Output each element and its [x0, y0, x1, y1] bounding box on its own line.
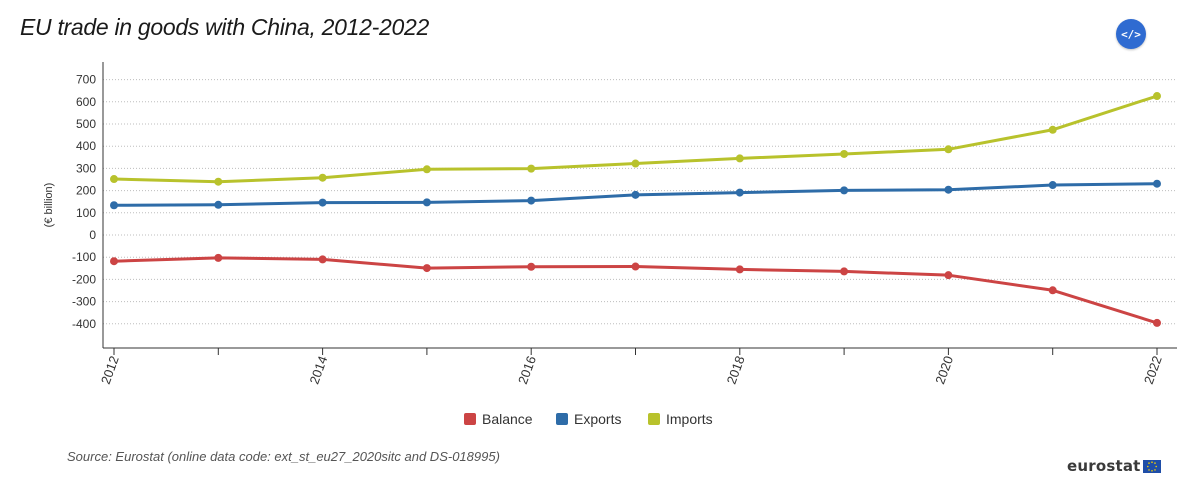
- data-point-exports: [110, 201, 118, 210]
- chart-title: EU trade in goods with China, 2012-2022: [20, 14, 429, 40]
- x-tick-label: 2016: [515, 354, 539, 386]
- y-tick-label: -200: [72, 272, 96, 286]
- data-point-imports: [631, 159, 640, 168]
- data-point-imports: [1153, 92, 1161, 101]
- data-point-balance: [631, 262, 640, 271]
- legend-swatch-imports: [648, 413, 660, 425]
- data-point-balance: [422, 264, 431, 273]
- x-tick-label: 2012: [98, 354, 122, 386]
- legend-label-exports: Exports: [574, 411, 621, 427]
- y-tick-label: -100: [72, 250, 96, 264]
- x-tick-label: 2014: [306, 354, 330, 386]
- data-point-exports: [840, 186, 849, 195]
- source-note: Source: Eurostat (online data code: ext_…: [67, 449, 500, 464]
- data-point-balance: [214, 253, 223, 262]
- data-point-exports: [1048, 181, 1057, 190]
- data-point-balance: [318, 255, 327, 264]
- data-point-imports: [318, 173, 327, 182]
- x-tick-label: 2020: [932, 354, 956, 386]
- data-point-imports: [422, 165, 431, 174]
- data-point-exports: [1153, 179, 1161, 188]
- data-point-balance: [944, 271, 953, 280]
- x-tick-label: 2022: [1141, 354, 1165, 386]
- legend-label-imports: Imports: [666, 411, 713, 427]
- y-tick-label: 0: [89, 228, 96, 242]
- data-point-exports: [631, 190, 640, 199]
- data-point-exports: [527, 196, 536, 205]
- legend-swatch-balance: [464, 413, 476, 425]
- data-point-balance: [735, 265, 744, 274]
- y-axis-title: (€ billion): [43, 183, 55, 228]
- legend-swatch-exports: [556, 413, 568, 425]
- data-point-balance: [840, 267, 849, 276]
- data-point-balance: [110, 257, 118, 266]
- y-tick-label: 600: [76, 95, 96, 109]
- legend-label-balance: Balance: [482, 411, 533, 427]
- y-tick-label: 700: [76, 73, 96, 87]
- data-point-exports: [735, 188, 744, 197]
- y-tick-label: 400: [76, 139, 96, 153]
- y-tick-label: -300: [72, 295, 96, 309]
- eu-flag-icon: [1142, 459, 1161, 473]
- data-point-imports: [214, 177, 223, 186]
- data-point-imports: [840, 149, 849, 158]
- y-tick-label: 200: [76, 184, 96, 198]
- y-tick-label: 300: [76, 161, 96, 175]
- eurostat-logo[interactable]: eurostat: [1067, 457, 1161, 475]
- data-point-imports: [735, 154, 744, 163]
- data-point-exports: [422, 198, 431, 207]
- data-point-imports: [1048, 125, 1057, 134]
- data-point-imports: [944, 145, 953, 154]
- y-tick-label: 500: [76, 117, 96, 131]
- data-point-balance: [1048, 286, 1057, 295]
- data-point-imports: [527, 164, 536, 173]
- data-point-exports: [944, 185, 953, 194]
- embed-code-button[interactable]: </>: [1116, 19, 1146, 49]
- data-point-exports: [318, 198, 327, 207]
- data-point-imports: [110, 175, 118, 184]
- y-tick-label: 100: [76, 206, 96, 220]
- data-point-balance: [527, 262, 536, 271]
- logo-text: eurostat: [1067, 457, 1141, 475]
- x-tick-label: 2018: [724, 354, 748, 386]
- y-tick-label: -400: [72, 317, 96, 331]
- data-point-exports: [214, 200, 223, 209]
- data-point-balance: [1153, 318, 1161, 327]
